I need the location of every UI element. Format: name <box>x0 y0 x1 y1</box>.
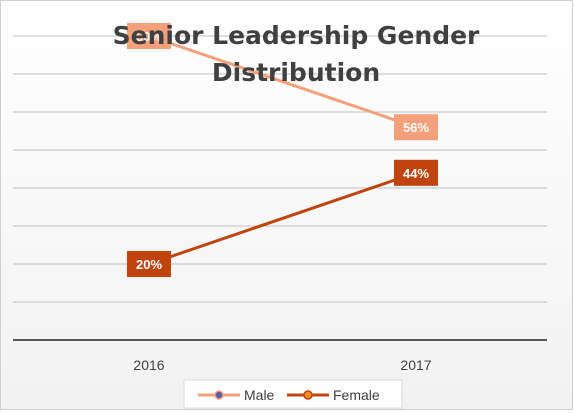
female-data-label: 44% <box>403 166 429 181</box>
male-legend-label: Male <box>244 387 275 403</box>
chart-title-line-2: Distribution <box>212 58 380 87</box>
legend: Male Female <box>183 379 403 409</box>
gridlines <box>13 35 547 303</box>
male-label-box <box>127 23 171 49</box>
x-tick-label: 2017 <box>400 357 431 373</box>
chart-title-line-1: Senior Leadership Gender <box>113 21 480 50</box>
male-data-label: 80% <box>136 29 162 44</box>
male-series-line <box>148 34 417 129</box>
female-data-label: 20% <box>136 257 162 272</box>
male-legend-marker <box>214 390 224 400</box>
male-data-label: 56% <box>403 120 429 135</box>
female-series-line <box>148 171 417 266</box>
female-legend-label: Female <box>333 387 380 403</box>
female-legend-marker <box>303 390 313 400</box>
series-layer: 80% 56% 20% 44% <box>127 23 438 277</box>
x-tick-label: 2016 <box>133 357 164 373</box>
x-axis-ticks: 2016 2017 <box>133 357 431 373</box>
female-label-box <box>127 251 171 277</box>
male-label-box <box>394 114 438 141</box>
female-label-box <box>394 159 438 186</box>
